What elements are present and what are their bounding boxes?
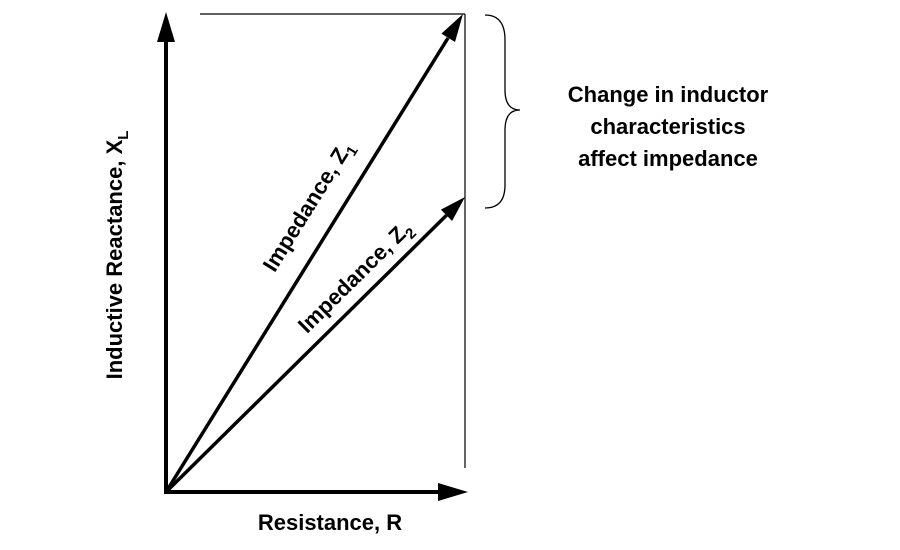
brace — [484, 14, 521, 209]
vector-z1-arrow — [441, 14, 463, 42]
y-axis-label-text: Inductive Reactance, X — [102, 139, 127, 379]
vector-z1 — [164, 37, 450, 493]
y-axis-label-subscript: L — [115, 131, 132, 140]
y-axis-arrow — [157, 12, 175, 42]
vector-z2-arrow — [440, 197, 465, 221]
x-axis-label: Resistance, R — [258, 510, 402, 535]
annotation-line: characteristics — [590, 114, 745, 139]
annotation-line: Change in inductor — [568, 82, 769, 107]
vector-z2 — [164, 214, 448, 494]
annotation-line: affect impedance — [578, 146, 758, 171]
y-axis-label: Inductive Reactance, XL — [102, 131, 132, 380]
x-axis-arrow — [438, 483, 468, 501]
